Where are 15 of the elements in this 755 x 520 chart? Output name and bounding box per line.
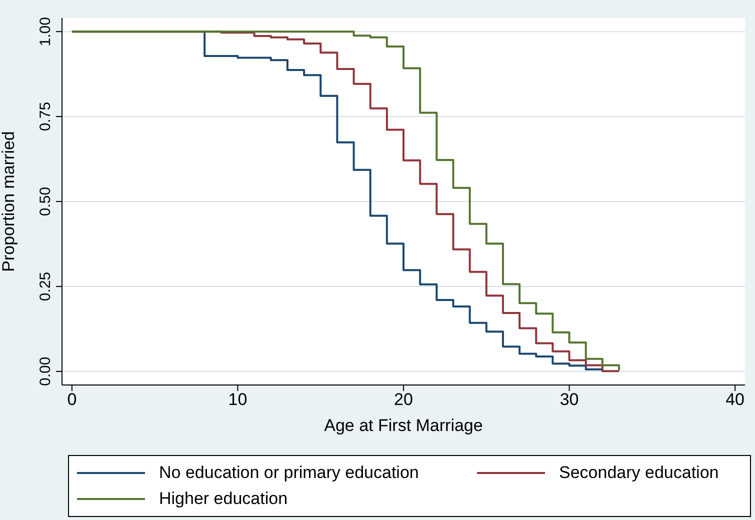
y-tick-label: 0.25 [37, 272, 54, 302]
x-tick-label: 0 [67, 390, 77, 410]
legend-label: No education or primary education [159, 463, 419, 483]
x-tick-label: 20 [394, 390, 413, 410]
x-axis-title: Age at First Marriage [324, 416, 483, 435]
y-axis-title: Proportion married [0, 131, 18, 272]
y-tick-label: 0.50 [37, 186, 54, 216]
x-tick-label: 30 [560, 390, 579, 410]
legend-label: Secondary education [559, 463, 719, 483]
y-tick-label: 0.75 [37, 102, 54, 132]
y-tick-label: 0.00 [37, 356, 54, 386]
x-tick-label: 40 [726, 390, 745, 410]
legend-label: Higher education [159, 489, 288, 509]
y-tick-label: 1.00 [37, 16, 54, 46]
x-tick-label: 10 [228, 390, 248, 410]
